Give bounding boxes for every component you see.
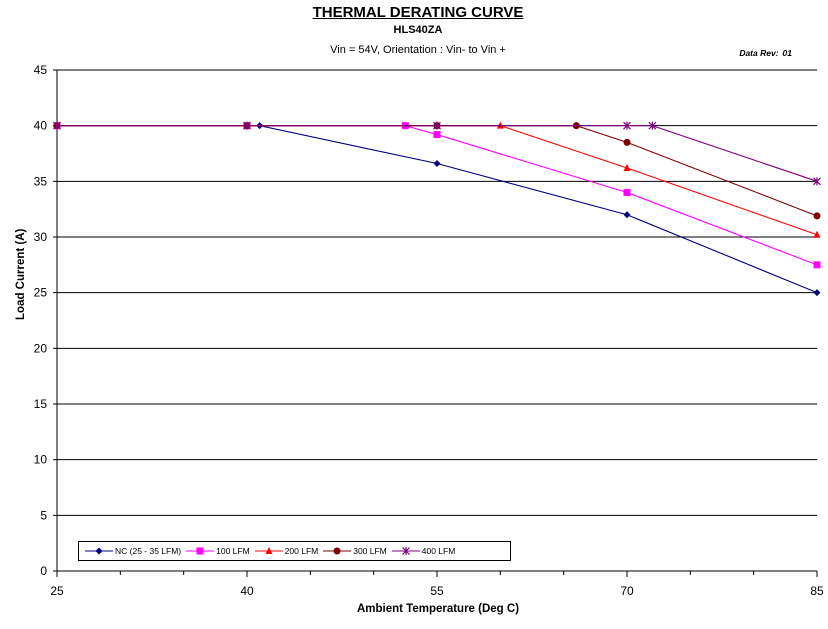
series-5-point [648, 121, 657, 130]
y-tick-label-35: 35 [34, 174, 48, 188]
legend-item-4: 300 LFM [323, 546, 387, 556]
data-rev-value: 01 [782, 48, 792, 58]
y-tick-label-0: 0 [40, 564, 47, 578]
legend-label-2: 100 LFM [216, 546, 250, 556]
legend-marker-5 [401, 547, 410, 555]
series-5-point [813, 177, 821, 186]
legend-marker-3 [265, 547, 273, 554]
data-rev-label: Data Rev: [739, 48, 779, 58]
x-axis-label: Ambient Temperature (Deg C) [356, 603, 520, 615]
series-1-point [813, 289, 821, 297]
y-tick-label-25: 25 [34, 286, 48, 300]
x-tick-label-25: 25 [50, 584, 64, 598]
series-5-point [433, 121, 441, 130]
x-tick-label-40: 40 [240, 584, 254, 598]
series-line-1 [57, 125, 818, 294]
series-3-point [623, 163, 631, 171]
series-5-point [243, 121, 251, 130]
y-tick-label-45: 45 [34, 63, 48, 77]
chart-legend: NC (25 - 35 LFM) 100 LFM 200 LFM 300 LFM 400… [78, 541, 511, 561]
legend-item-2: 100 LFM [186, 546, 250, 556]
y-tick-label-40: 40 [34, 119, 48, 133]
test-conditions: Vin = 54V, Orientation : Vin- to Vin + [330, 44, 506, 56]
y-tick-label-30: 30 [34, 230, 48, 244]
legend-symbol-2 [186, 547, 215, 555]
series-4-point [623, 138, 631, 146]
series-line-5 [57, 125, 818, 182]
series-1 [53, 122, 821, 297]
series-2-point [433, 131, 441, 139]
legend-label-4: 300 LFM [353, 546, 387, 556]
legend-symbol-4 [323, 547, 352, 555]
legend-symbol-1 [85, 547, 113, 555]
y-tick-label-15: 15 [34, 397, 48, 411]
legend-item-3: 200 LFM [254, 546, 319, 556]
legend-label-3: 200 LFM [284, 546, 319, 556]
legend-label-5: 400 LFM [421, 546, 456, 556]
legend-item-1: NC (25 - 35 LFM) [85, 546, 181, 556]
data-revision: Data Rev: 01 [735, 48, 792, 58]
series-2-point [813, 261, 821, 269]
y-tick-label-10: 10 [34, 453, 48, 467]
series-5-point [53, 121, 61, 130]
legend-item-5: 400 LFM [391, 546, 456, 556]
x-tick-label-55: 55 [430, 584, 444, 598]
chart-title: THERMAL DERATING CURVE [312, 4, 524, 21]
series-5-point [623, 121, 631, 130]
legend-marker-4 [333, 547, 341, 555]
x-tick-label-85: 85 [810, 584, 824, 598]
legend-symbol-5 [391, 547, 420, 555]
series-4-point [813, 212, 821, 220]
legend-symbol-3 [254, 547, 283, 554]
series-2-point [623, 188, 631, 196]
series-line-3 [57, 125, 818, 236]
legend-label-1: NC (25 - 35 LFM) [115, 546, 182, 556]
series-1-point [433, 160, 441, 168]
legend-marker-1 [95, 547, 103, 555]
x-tick-label-70: 70 [620, 584, 634, 598]
series-line-4 [57, 125, 818, 217]
y-axis-label: Load Current (A) [15, 228, 27, 320]
series-1-point [623, 211, 631, 219]
y-tick-label-5: 5 [40, 508, 47, 522]
chart-subtitle: HLS40ZA [393, 24, 443, 36]
series-3-point [813, 230, 821, 238]
series-3 [53, 121, 821, 238]
legend-marker-2 [196, 547, 204, 555]
y-tick-label-20: 20 [34, 341, 48, 355]
series-5 [53, 121, 821, 186]
